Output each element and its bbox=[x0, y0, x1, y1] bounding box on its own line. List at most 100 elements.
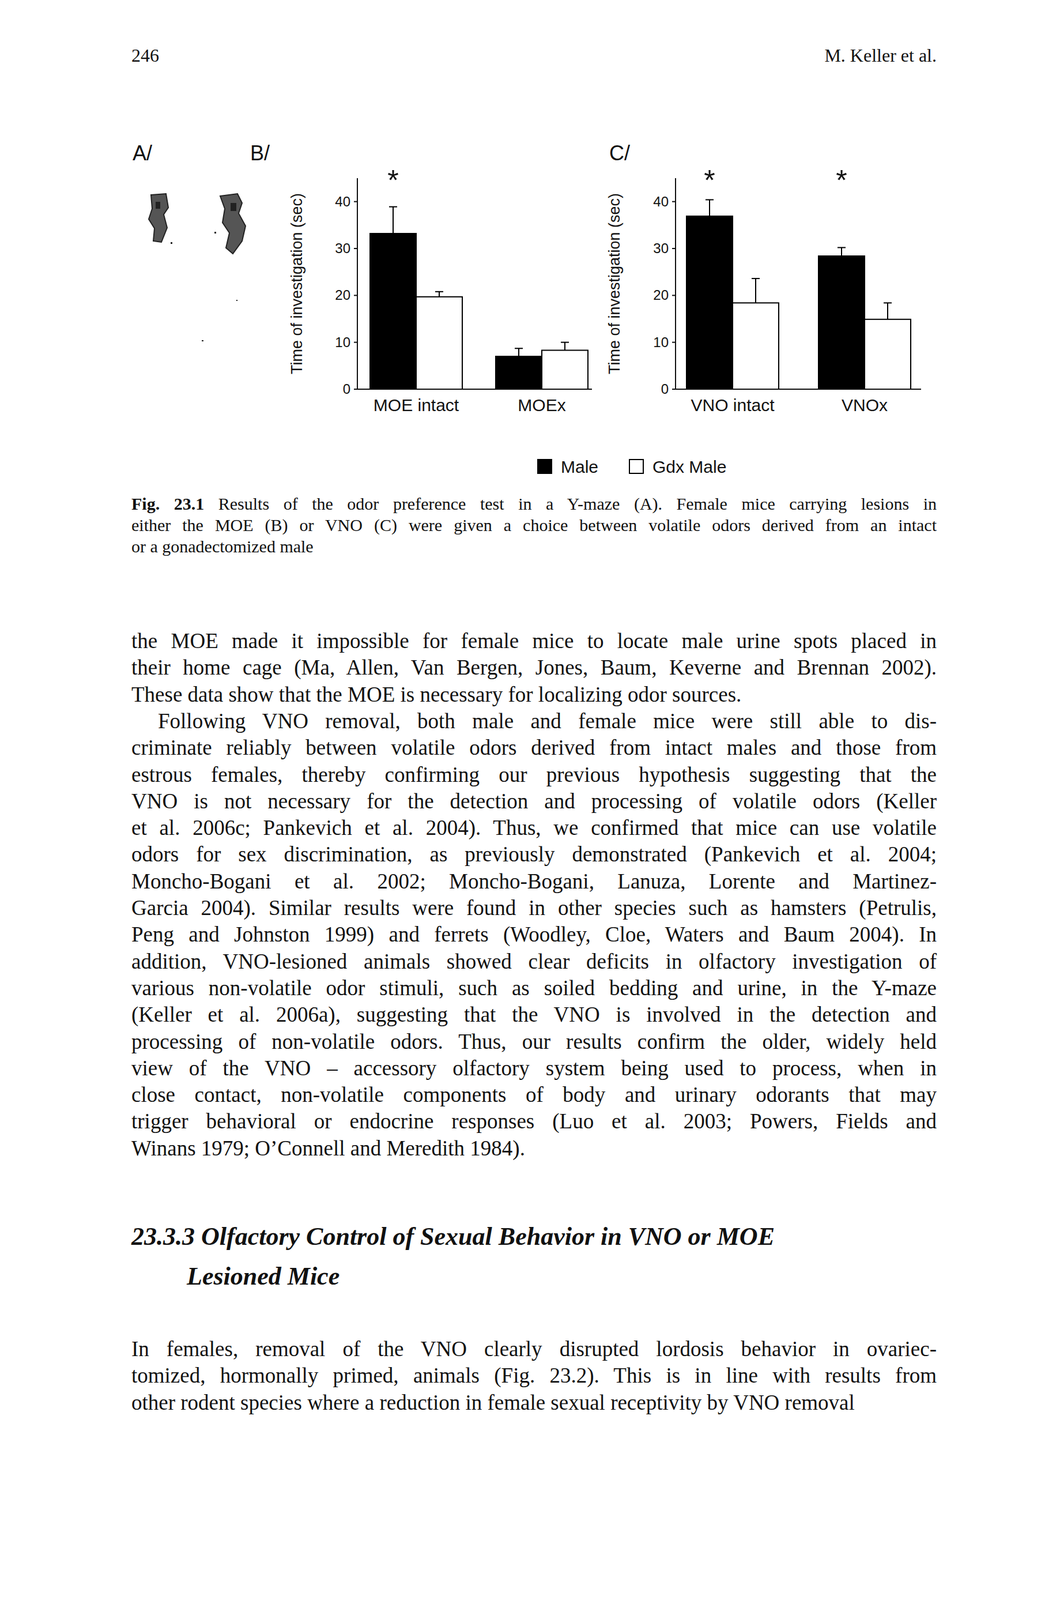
y-tick-label: 30 bbox=[653, 240, 669, 256]
error-cap bbox=[883, 302, 892, 304]
bar bbox=[541, 349, 588, 390]
error-cap bbox=[751, 277, 760, 279]
body-line: Winans 1979; O’Connell and Meredith 1984… bbox=[131, 1134, 937, 1162]
section-heading: Lesioned Mice bbox=[186, 1261, 340, 1291]
y-axis-label: Time of investigation (sec) bbox=[288, 193, 306, 375]
bar bbox=[732, 302, 779, 390]
photo-speck bbox=[201, 340, 204, 342]
caption-line: Fig. 23.1 Results of the odor preference… bbox=[131, 492, 937, 515]
y-maze-photo bbox=[148, 193, 246, 342]
category-label: MOEx bbox=[517, 395, 566, 415]
category-label: MOE intact bbox=[373, 395, 460, 415]
legend: MaleGdx Male bbox=[537, 457, 727, 477]
running-head: M. Keller et al. bbox=[131, 43, 937, 67]
body-line: criminate reliably between volatile odor… bbox=[131, 734, 937, 761]
body-line: Moncho-Bogani et al. 2002; Moncho-Bogani… bbox=[131, 868, 937, 895]
significance-star: * bbox=[703, 164, 715, 197]
bar bbox=[495, 356, 542, 390]
error-bar bbox=[883, 302, 892, 319]
photo-speck bbox=[170, 242, 173, 244]
body-line: view of the VNO – accessory olfactory sy… bbox=[131, 1054, 937, 1082]
error-bar bbox=[389, 206, 398, 234]
photo-speck bbox=[155, 201, 161, 209]
body-line: These data show that the MOE is necessar… bbox=[131, 681, 937, 708]
body-line: Following VNO removal, both male and fem… bbox=[157, 707, 937, 735]
caption-label: Fig. 23.1 bbox=[131, 493, 205, 513]
bar bbox=[416, 296, 463, 390]
error-line bbox=[840, 247, 843, 256]
category-label: VNOx bbox=[841, 395, 888, 415]
caption-text: Results of the odor preference test in a… bbox=[218, 493, 937, 513]
error-line bbox=[755, 278, 757, 303]
bar-chart: Time of investigation (sec) 0 10 20 30 40 MOE … bbox=[288, 164, 592, 415]
error-bar bbox=[837, 247, 846, 256]
section-heading: 23.3.3 Olfactory Control of Sexual Behav… bbox=[131, 1221, 775, 1251]
caption-line: either the MOE (B) or VNO (C) were given… bbox=[131, 514, 937, 536]
y-tick-label: 10 bbox=[653, 334, 669, 350]
y-axis bbox=[356, 178, 358, 390]
bar bbox=[686, 216, 733, 390]
legend-swatch bbox=[629, 459, 644, 474]
error-bar bbox=[560, 342, 569, 351]
bar bbox=[818, 255, 865, 390]
error-bar bbox=[514, 348, 523, 357]
body-line: processing of non-volatile odors. Thus, … bbox=[131, 1028, 937, 1055]
y-tick-label: 20 bbox=[334, 287, 351, 303]
x-axis bbox=[675, 388, 922, 390]
body-line: addition, VNO-lesioned animals showed cl… bbox=[131, 948, 937, 975]
y-tick-label: 40 bbox=[334, 193, 351, 210]
body-line: their home cage (Ma, Allen, Van Bergen, … bbox=[131, 654, 937, 681]
y-axis-label: Time of investigation (sec) bbox=[605, 193, 624, 375]
error-bar bbox=[751, 278, 760, 303]
panel-label: B/ bbox=[250, 141, 270, 165]
body-line: other rodent species where a reduction i… bbox=[131, 1389, 937, 1416]
x-axis bbox=[357, 388, 592, 390]
legend-swatch bbox=[537, 459, 552, 474]
bars bbox=[370, 206, 588, 390]
error-cap bbox=[837, 246, 846, 248]
bar bbox=[864, 319, 911, 390]
body-line: VNO is not necessary for the detection a… bbox=[131, 787, 937, 815]
photo-speck bbox=[214, 231, 217, 234]
y-tick-label: 0 bbox=[661, 381, 669, 397]
error-line bbox=[518, 348, 520, 357]
error-cap bbox=[389, 206, 398, 208]
error-cap bbox=[560, 341, 569, 343]
panel-label: C/ bbox=[609, 141, 631, 165]
error-line bbox=[708, 199, 711, 216]
bar-chart: Time of investigation (sec)010203040VNO … bbox=[605, 164, 922, 415]
caption-text: either the MOE (B) or VNO (C) were given… bbox=[131, 515, 937, 535]
body-line: Peng and Johnston 1999) and ferrets (Woo… bbox=[131, 921, 937, 948]
y-tick-label: 0 bbox=[342, 381, 351, 397]
error-line bbox=[564, 342, 566, 351]
figure: A/B/C/Time of investigation (sec) 0 10 20 30… bbox=[0, 0, 1060, 577]
body-line: estrous females, thereby confirming our … bbox=[131, 761, 937, 788]
caption-text: or a gonadectomized male bbox=[131, 536, 314, 556]
mouse-shape bbox=[148, 193, 169, 243]
y-tick-label: 10 bbox=[334, 334, 351, 350]
bars bbox=[686, 199, 911, 390]
y-tick-label: 40 bbox=[653, 193, 669, 210]
legend-label: Male bbox=[560, 457, 599, 477]
body-line: trigger behavioral or endocrine response… bbox=[131, 1107, 937, 1135]
body-line: (Keller et al. 2006a), suggesting that t… bbox=[131, 1001, 937, 1028]
panel-label: A/ bbox=[132, 141, 153, 165]
error-line bbox=[887, 302, 889, 319]
error-cap bbox=[514, 347, 523, 349]
body-line: In females, removal of the VNO clearly d… bbox=[131, 1335, 937, 1363]
page-number: 246 bbox=[131, 43, 160, 67]
photo-speck bbox=[236, 299, 238, 301]
error-cap bbox=[705, 198, 714, 201]
error-cap bbox=[435, 291, 444, 293]
error-bar bbox=[705, 199, 714, 216]
caption-line: or a gonadectomized male bbox=[131, 535, 937, 557]
body-line: Garcia 2004). Similar results were found… bbox=[131, 894, 937, 922]
body-line: close contact, non-volatile components o… bbox=[131, 1081, 937, 1108]
significance-star: * bbox=[835, 164, 847, 197]
y-tick-label: 20 bbox=[653, 287, 669, 303]
bar bbox=[370, 233, 417, 390]
body-line: various non-volatile odor stimuli, such … bbox=[131, 974, 937, 1002]
y-tick-label: 30 bbox=[334, 240, 351, 256]
body-line: odors for sex discrimination, as previou… bbox=[131, 840, 937, 868]
mouse-shape bbox=[220, 193, 246, 254]
